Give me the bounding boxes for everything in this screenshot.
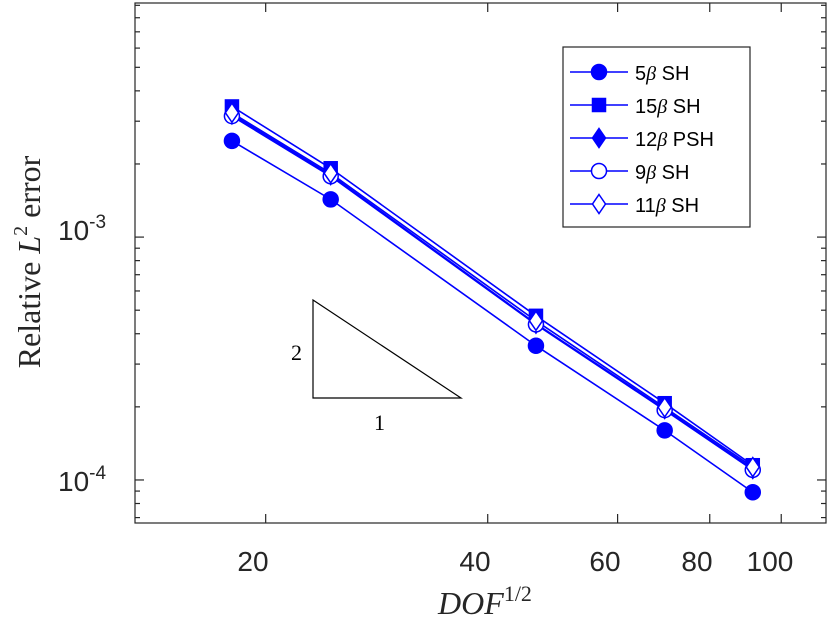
- legend-entries: [570, 63, 628, 215]
- legend-marker-1: [591, 97, 607, 113]
- data-point-series-0: [527, 337, 545, 354]
- x-tick-label: 40: [459, 546, 490, 577]
- y-tick-label: 10-3: [58, 212, 106, 246]
- data-point-series-4: [657, 396, 673, 419]
- data-point-series-0: [322, 191, 339, 208]
- data-point-series-4: [745, 456, 761, 478]
- x-tick-label: 100: [747, 546, 794, 577]
- data-point-series-4: [528, 310, 544, 332]
- plot-layer: [223, 99, 762, 501]
- legend-marker-3: [590, 162, 608, 180]
- legend-label-15beta-sh: 15β SH: [635, 96, 701, 118]
- slope-triangle: [312, 298, 463, 399]
- legend-marker-0: [590, 63, 608, 81]
- data-point-series-0: [223, 132, 241, 150]
- legend-label-12beta-psh: 12β PSH: [635, 129, 714, 151]
- y-tick-label: 10-4: [58, 463, 106, 497]
- data-point-series-0: [744, 484, 762, 501]
- data-point-series-0: [656, 422, 673, 439]
- tick-layer: [135, 3, 826, 523]
- legend: 5β SH 15β SH 12β PSH 9β SH 11β SH: [562, 46, 751, 228]
- legend-marker-4: [591, 193, 607, 215]
- legend-label-5beta-sh: 5β SH: [635, 63, 689, 85]
- axes-box: [134, 2, 827, 524]
- slope-triangle-vertical-label: 2: [291, 340, 302, 365]
- data-point-series-4: [323, 162, 339, 185]
- x-tick-label: 60: [589, 546, 620, 577]
- slope-triangle-horizontal-label: 1: [374, 410, 385, 435]
- legend-label-9beta-sh: 9β SH: [635, 162, 689, 184]
- legend-marker-2: [591, 127, 607, 149]
- y-axis-label: Relative L2 error: [10, 155, 47, 368]
- x-tick-label: 20: [237, 546, 268, 577]
- data-point-series-4: [224, 101, 240, 124]
- x-tick-label: 80: [681, 546, 712, 577]
- x-axis-label: DOF1/2: [437, 581, 532, 621]
- legend-label-11beta-sh: 11β SH: [635, 195, 699, 217]
